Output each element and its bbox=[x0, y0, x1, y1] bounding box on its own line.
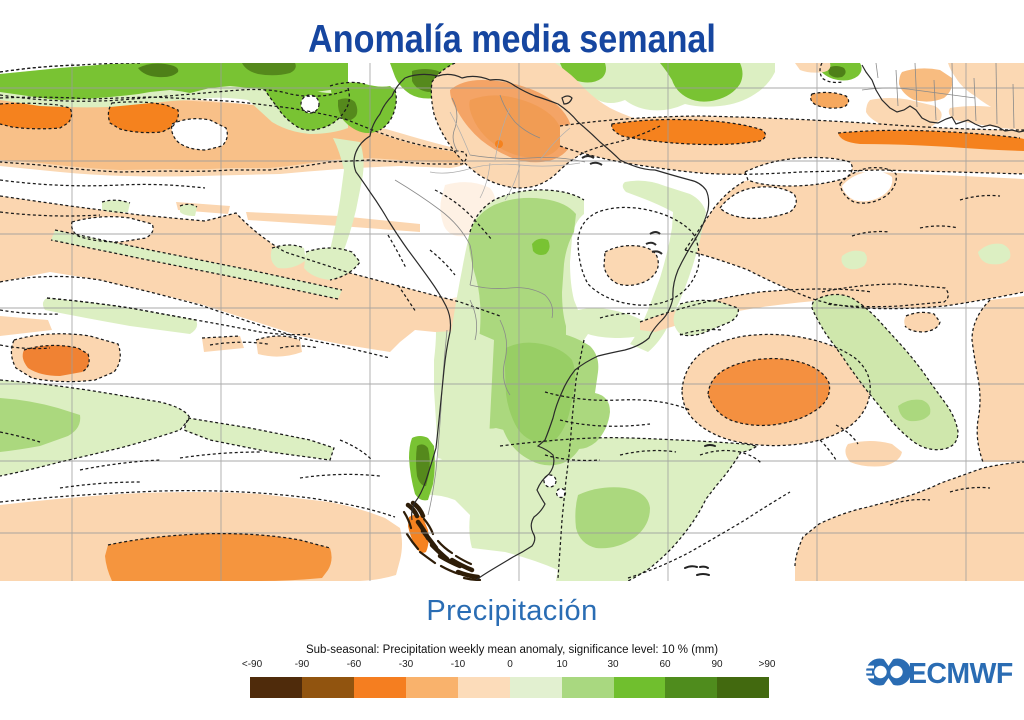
svg-text:ECMWF: ECMWF bbox=[908, 658, 1013, 690]
